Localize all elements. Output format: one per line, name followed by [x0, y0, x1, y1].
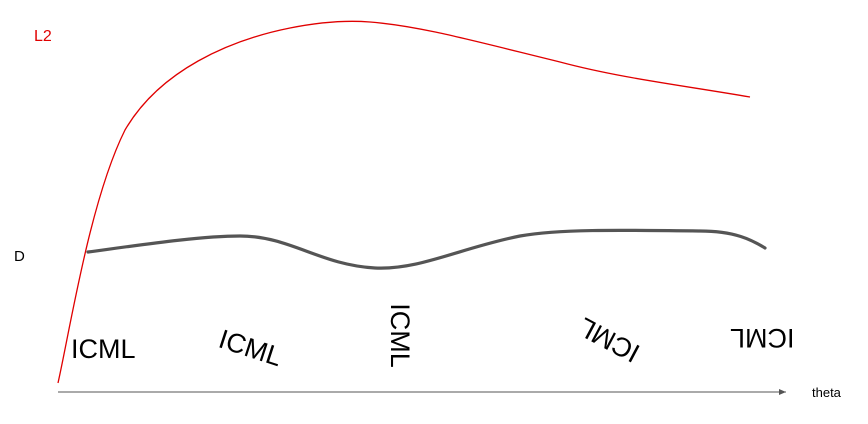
- icml-glyph-5: ICML: [730, 323, 795, 353]
- l2-label: L2: [34, 28, 52, 45]
- theta-label: theta: [812, 385, 841, 400]
- d-curve: [86, 228, 767, 270]
- l2-curve: [57, 20, 751, 384]
- icml-glyph-3: ICML: [384, 303, 415, 368]
- icml-glyph-1: ICML: [71, 334, 136, 364]
- d-label: D: [14, 248, 25, 265]
